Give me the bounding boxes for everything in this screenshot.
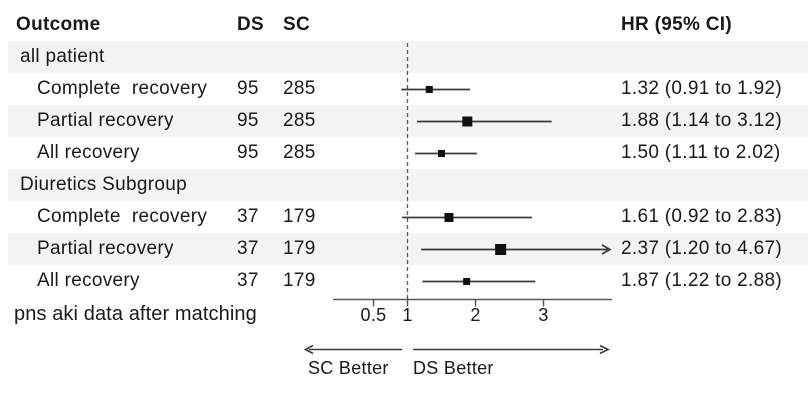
table-row: Partial recovery 95 285 1.88 (1.14 to 3.…	[8, 105, 808, 137]
row-label: All recovery	[37, 142, 140, 163]
ds-value: 37	[237, 206, 259, 227]
table-header: Outcome DS SC HR (95% CI)	[0, 8, 810, 41]
x-tick-label: 1	[402, 305, 413, 325]
row-label: Complete recovery	[37, 206, 208, 227]
table-row-group-all-patient: all patient	[8, 41, 808, 73]
x-tick-label: 0.5	[360, 305, 387, 325]
x-tick-label: 2	[470, 305, 481, 325]
ds-value: 95	[237, 78, 259, 99]
header-hr-ci: HR (95% CI)	[621, 14, 732, 35]
hr-ci-value: 1.32 (0.91 to 1.92)	[621, 78, 782, 99]
sc-value: 179	[283, 270, 316, 291]
ds-value: 37	[237, 238, 259, 259]
sc-value: 285	[283, 110, 316, 131]
ds-better-arrowhead	[599, 344, 610, 355]
sc-value: 179	[283, 238, 316, 259]
row-label: Partial recovery	[37, 110, 174, 131]
sc-value: 285	[283, 78, 316, 99]
row-label: Partial recovery	[37, 238, 174, 259]
sc-value: 285	[283, 142, 316, 163]
figure-footnote: pns aki data after matching	[14, 303, 257, 325]
header-outcome: Outcome	[16, 14, 101, 35]
table-row: Partial recovery 37 179 2.37 (1.20 to 4.…	[8, 233, 808, 265]
ds-value: 95	[237, 142, 259, 163]
hr-ci-value: 2.37 (1.20 to 4.67)	[621, 238, 782, 259]
row-label: Diuretics Subgroup	[20, 174, 187, 195]
table-row: Complete recovery 95 285 1.32 (0.91 to 1…	[8, 73, 808, 105]
hr-ci-value: 1.87 (1.22 to 2.88)	[621, 270, 782, 291]
sc-better-arrowhead	[303, 344, 314, 355]
direction-label-sc-better: SC Better	[308, 358, 389, 378]
header-sc: SC	[283, 14, 310, 35]
ds-value: 95	[237, 110, 259, 131]
hr-ci-value: 1.50 (1.11 to 2.02)	[621, 142, 781, 163]
row-label: all patient	[20, 46, 105, 67]
sc-value: 179	[283, 206, 316, 227]
table-row: All recovery 95 285 1.50 (1.11 to 2.02)	[8, 137, 808, 169]
table-row-group-diuretics: Diuretics Subgroup	[8, 169, 808, 201]
row-label: All recovery	[37, 270, 140, 291]
header-ds: DS	[237, 14, 264, 35]
table-row: Complete recovery 37 179 1.61 (0.92 to 2…	[8, 201, 808, 233]
x-tick-label: 3	[538, 305, 549, 325]
ds-value: 37	[237, 270, 259, 291]
hr-ci-value: 1.61 (0.92 to 2.83)	[621, 206, 782, 227]
table-row: All recovery 37 179 1.87 (1.22 to 2.88)	[8, 265, 808, 297]
row-label: Complete recovery	[37, 78, 208, 99]
hr-ci-value: 1.88 (1.14 to 3.12)	[621, 110, 782, 131]
direction-label-ds-better: DS Better	[413, 358, 494, 378]
